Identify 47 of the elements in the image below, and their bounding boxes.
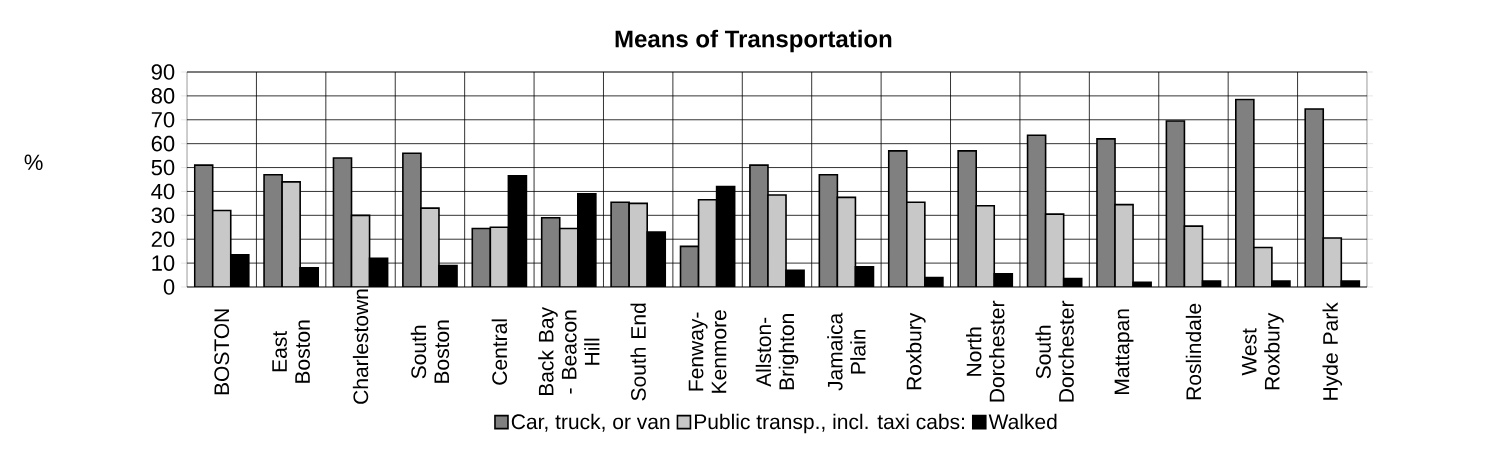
x-tick-label: Allston-Brighton	[755, 314, 799, 390]
y-tick-label: 40	[151, 183, 175, 200]
x-tick-label: Fenway-Kenmore	[688, 310, 727, 393]
y-tick-label: 70	[151, 111, 175, 128]
bar	[680, 246, 699, 287]
x-tick-label: Roslindale	[1185, 303, 1202, 400]
x-tick-label: West Roxbury	[1241, 312, 1284, 390]
x-tick-label: South Boston	[410, 320, 450, 383]
y-tick-label: 90	[151, 64, 175, 80]
bar	[698, 199, 717, 287]
legend-label: Walked	[988, 413, 1057, 430]
y-tick-label: 0	[163, 279, 175, 295]
y-tick-label: 30	[151, 207, 175, 224]
x-tick-label: South End	[630, 303, 646, 401]
x-tick-label: Jamaica Plain	[827, 312, 866, 391]
x-tick-label: East Boston	[272, 320, 310, 383]
x-tick-label: South Dorchester	[1035, 300, 1074, 402]
bar	[1027, 135, 1046, 287]
y-tick-label: 10	[152, 255, 175, 271]
bar	[819, 174, 838, 287]
bar	[490, 227, 509, 287]
y-tick-label: 60	[151, 135, 175, 152]
x-tick-label: North Dorchester	[966, 300, 1005, 402]
bar	[1166, 120, 1185, 287]
x-tick-label: Mattapan	[1114, 309, 1134, 394]
bar	[1045, 214, 1064, 287]
bar	[212, 210, 231, 287]
x-tick-label: Back Bay - Beacon Hill	[538, 306, 600, 396]
x-tick-label: Charlestown	[352, 289, 369, 404]
y-tick-label: 20	[151, 231, 175, 248]
x-tick-label: Roxbury	[906, 312, 926, 390]
x-tick-label: Central	[491, 319, 508, 385]
x-tick-label: BOSTON	[214, 309, 230, 395]
y-tick-label: 80	[151, 88, 175, 104]
y-tick-label: 50	[151, 159, 175, 176]
bar	[333, 158, 352, 287]
x-tick-label: Hyde Park	[1322, 302, 1343, 400]
bar	[194, 165, 213, 287]
bar	[541, 217, 560, 287]
bar	[837, 197, 856, 287]
y-axis-title: %	[24, 154, 43, 170]
legend-label: Public transp., incl. taxi cabs:	[694, 413, 965, 434]
chart-title: Means of Transportation	[615, 29, 892, 53]
legend-label: Car, truck, or van	[511, 413, 670, 432]
bar	[1184, 226, 1203, 287]
bar	[472, 228, 491, 287]
bar	[351, 215, 370, 287]
